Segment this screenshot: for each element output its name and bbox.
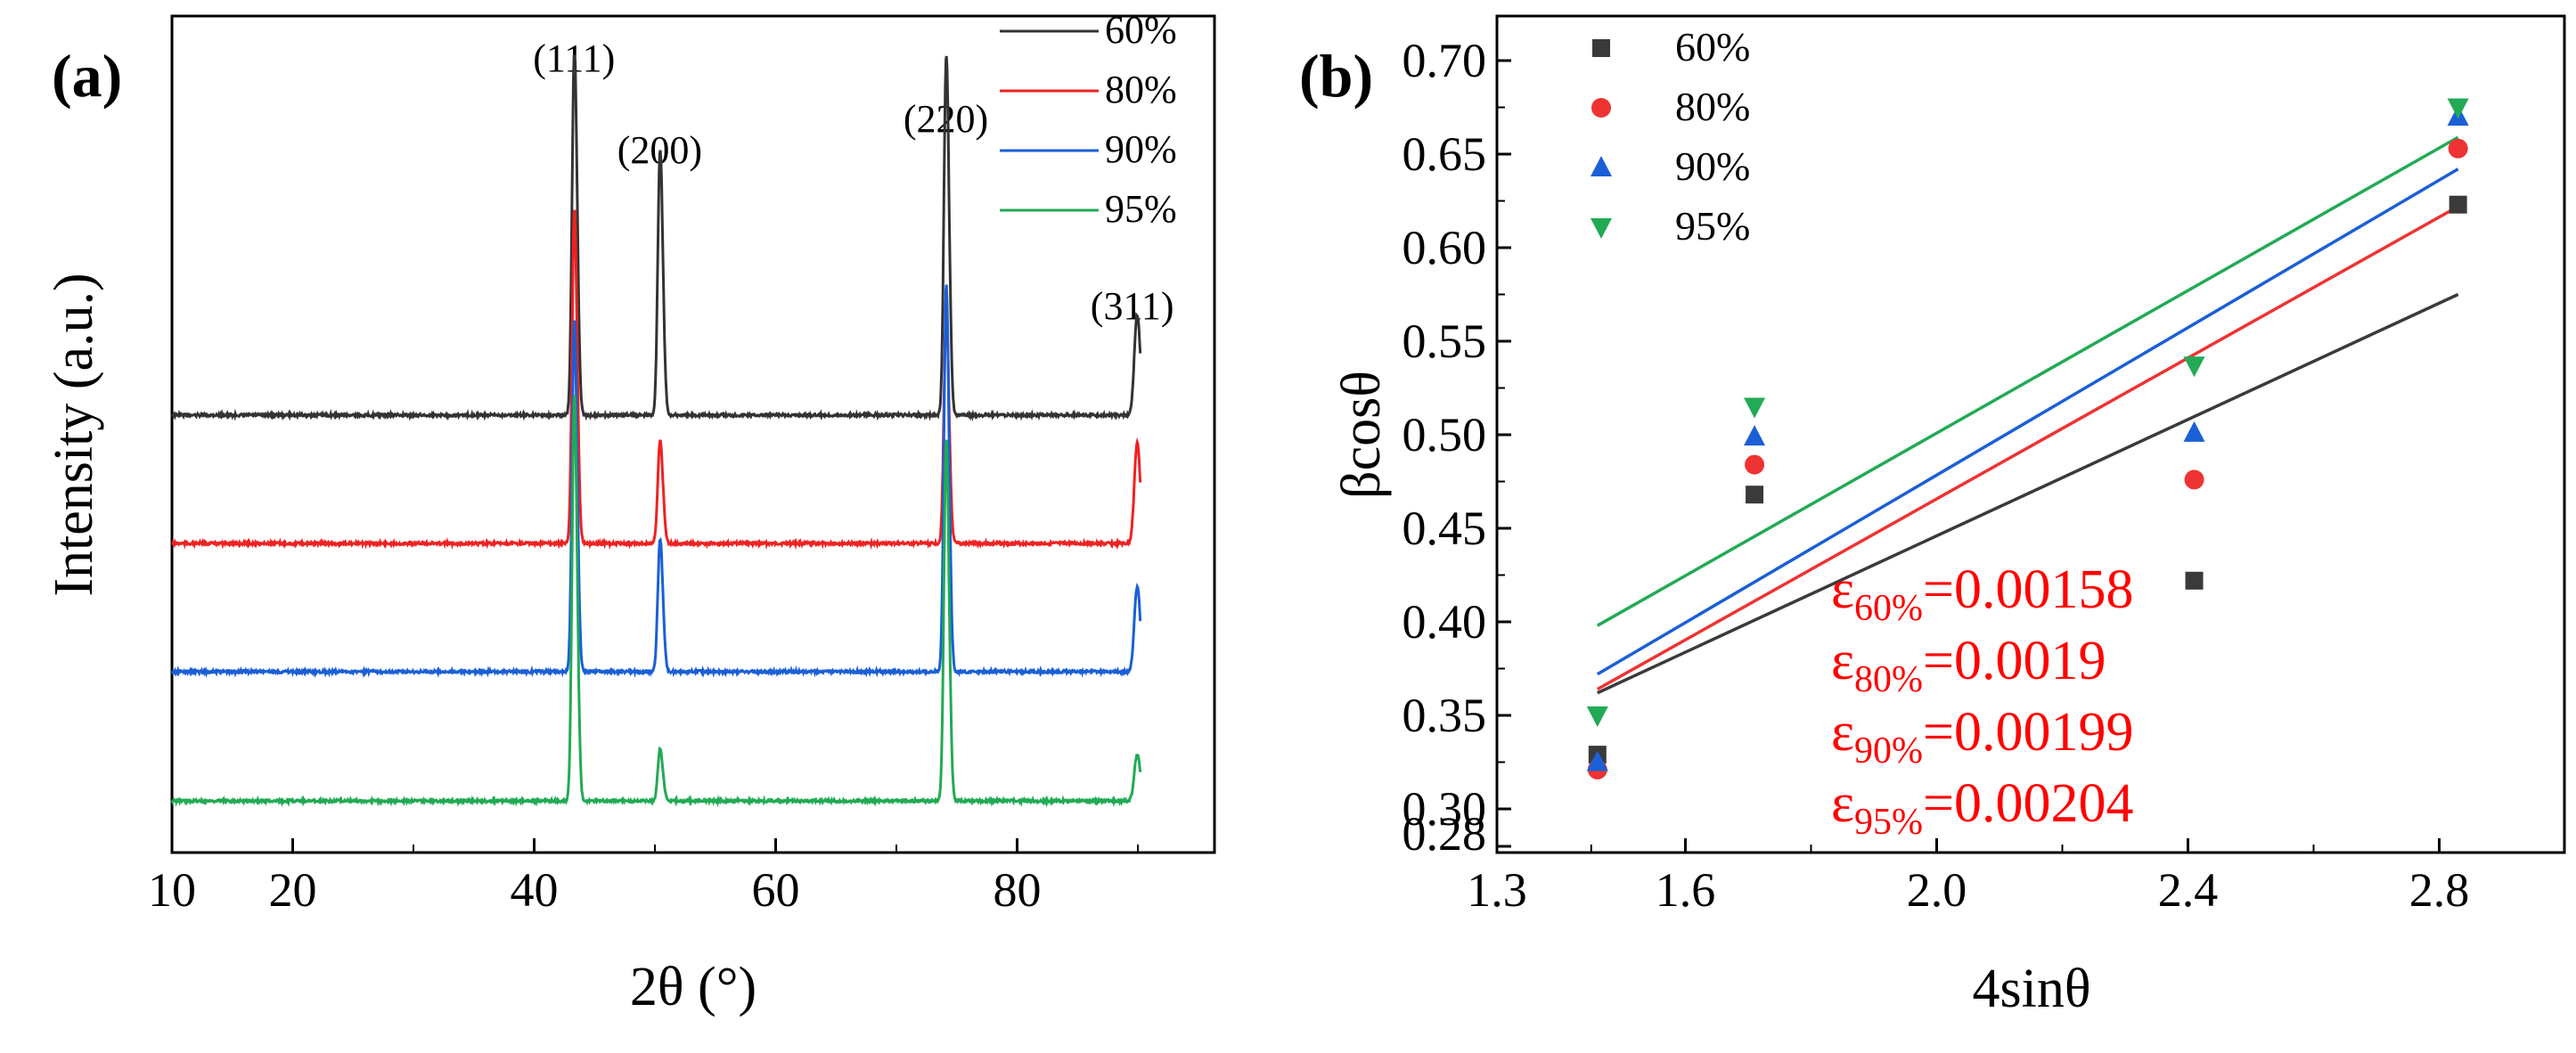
legend-label-95: 95% [1675, 203, 1750, 249]
panel-b-y-tick-label: 0.30 [1402, 782, 1487, 836]
panel-a-peak-labels: (111)(200)(220)(311) [533, 37, 1174, 328]
panel-b-data-points [1586, 98, 2469, 780]
panel-b-x-tick-label: 2.4 [2158, 863, 2219, 917]
panel-a-frame [170, 14, 1216, 854]
point-80 [2448, 138, 2468, 159]
point-95 [2183, 356, 2205, 378]
strain-annotation-95: ε95%=0.00204 [1831, 773, 2134, 843]
panel-a-x-axis-title: 2θ (°) [630, 957, 756, 1017]
panel-b-y-axis-title: βcosθ [1331, 371, 1392, 499]
point-80 [1745, 454, 1765, 475]
series-line-95 [170, 395, 1142, 808]
panel-b-y-tick-label: 0.45 [1402, 502, 1487, 555]
panel-b-y-tick-label: 0.35 [1402, 689, 1487, 742]
legend-marker-60 [1592, 39, 1610, 57]
legend-label-90: 90% [1675, 143, 1750, 189]
panel-a-legend: 60% 80% 90% 95% [1000, 8, 1177, 231]
point-95 [1586, 706, 1608, 727]
panel-a-xrd-chart: (a) 10 20 40 60 80 (111)(200)(220)(311) 60% 8… [44, 8, 1216, 1017]
panel-b-y-tick-label: 0.65 [1402, 127, 1487, 181]
panel-b-y-tick-label: 0.60 [1402, 221, 1487, 274]
panel-b-williamson-hall-chart: (b) 1.3 1.6 2.0 2.4 2.8 0.280.30 0.35 0.40 0.45… [1299, 14, 2566, 1019]
panel-b-y-tick-label: 0.50 [1402, 408, 1487, 461]
panel-b-x-tick-label: 2.0 [1907, 863, 1967, 917]
point-80 [2184, 469, 2204, 490]
panel-b-y-tick-label: 0.55 [1402, 314, 1487, 368]
panel-b-y-tick-label: 0.40 [1402, 595, 1487, 649]
series-line-80 [171, 209, 1142, 551]
series-line-90 [170, 284, 1142, 679]
fit-line-90 [1596, 167, 2459, 676]
legend-label-60: 60% [1105, 8, 1177, 52]
panel-b-y-tick-label: 0.28 [1402, 807, 1487, 861]
panel-a-x-tick-label: 40 [511, 863, 559, 917]
legend-marker-80 [1591, 98, 1611, 118]
strain-annotation-60: ε60%=0.00158 [1831, 559, 2134, 629]
point-90 [1744, 425, 1766, 446]
legend-label-90: 90% [1105, 127, 1177, 171]
point-60 [2185, 571, 2204, 590]
legend-label-60: 60% [1675, 24, 1750, 69]
fit-line-80 [1596, 205, 2459, 691]
series-line-60 [171, 54, 1142, 422]
panel-a-x-tick-label: 60 [752, 863, 800, 917]
panel-b-x-ticks: 1.3 1.6 2.0 2.4 2.8 [1467, 838, 2469, 917]
legend-label-80: 80% [1105, 68, 1177, 111]
peak-label-311: (311) [1091, 284, 1174, 328]
strain-annotation-80: ε80%=0.0019 [1831, 631, 2106, 700]
panel-a-x-tick-label: 80 [994, 863, 1042, 917]
legend-marker-90 [1591, 156, 1612, 176]
panel-a-x-ticks: 10 20 40 60 80 [148, 838, 1139, 917]
panel-a-y-axis-title: Intensity (a.u.) [44, 273, 104, 596]
point-90 [1586, 750, 1608, 771]
strain-annotation-90: ε90%=0.00199 [1831, 702, 2134, 771]
point-95 [2447, 98, 2469, 119]
panel-b-label: (b) [1299, 42, 1373, 110]
panel-b-strain-annotations: ε60%=0.00158ε80%=0.0019ε90%=0.00199ε95%=… [1831, 559, 2134, 843]
point-90 [2183, 420, 2205, 442]
point-60 [2449, 195, 2467, 214]
panel-b-fit-lines [1596, 135, 2459, 695]
panel-a-x-tick-label: 10 [148, 863, 196, 917]
panel-a-x-tick-label: 20 [269, 863, 317, 917]
panel-b-x-tick-label: 1.3 [1467, 863, 1527, 917]
fit-line-60 [1597, 292, 2459, 695]
panel-b-x-tick-label: 1.6 [1656, 863, 1716, 917]
legend-label-80: 80% [1675, 84, 1750, 129]
panel-a-label: (a) [52, 42, 122, 110]
point-60 [1746, 486, 1764, 504]
point-95 [1744, 397, 1766, 419]
panel-a-series-lines [170, 54, 1142, 808]
panel-b-y-tick-label: 0.70 [1402, 34, 1487, 87]
fit-line-95 [1596, 135, 2459, 627]
panel-b-x-tick-label: 2.8 [2409, 863, 2470, 917]
legend-marker-95 [1591, 218, 1612, 239]
panel-b-y-ticks: 0.280.30 0.35 0.40 0.45 0.50 0.55 0.60 0.65 0.70 [1402, 34, 1511, 861]
legend-label-95: 95% [1105, 187, 1177, 231]
panel-b-x-axis-title: 4sinθ [1972, 959, 2090, 1019]
panel-b-legend: 60% 80% 90% 95% [1591, 24, 1750, 249]
